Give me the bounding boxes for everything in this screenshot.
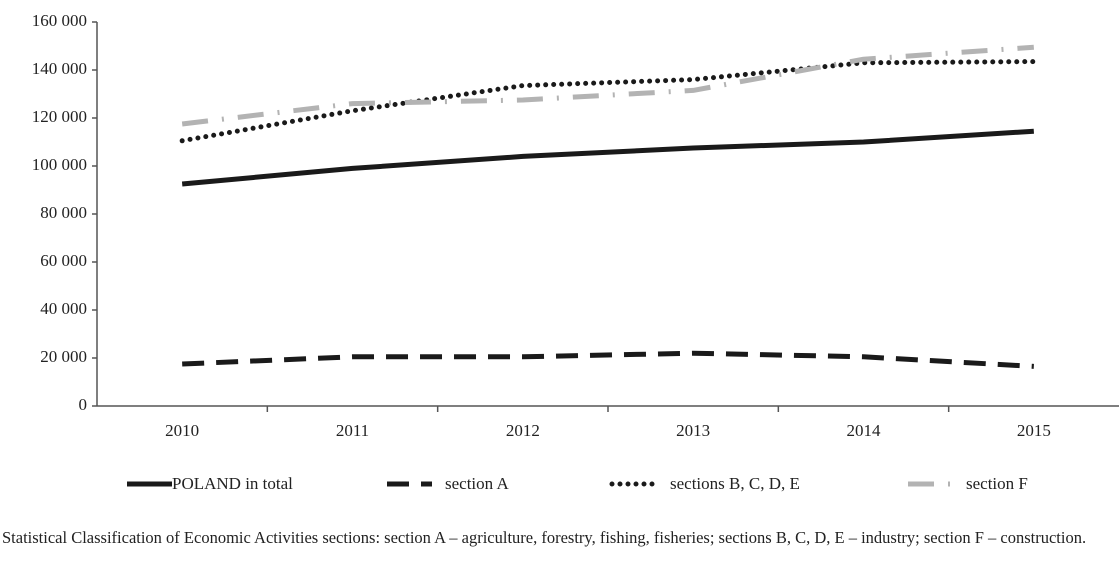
legend-label: section A [445,474,509,493]
x-tick-label: 2010 [165,421,199,440]
y-tick-label: 80 000 [40,203,87,222]
x-tick-label: 2013 [676,421,710,440]
series-line [179,59,1037,144]
y-tick-label: 60 000 [40,251,87,270]
x-tick-label: 2011 [336,421,369,440]
series-line [182,350,1034,369]
chart: 0 20 000 40 000 60 000 80 000 100 000 120 000 1… [32,11,1119,493]
y-tick-label: 120 000 [32,107,87,126]
y-tick-label: 40 000 [40,299,87,318]
y-tick-label: 100 000 [32,155,87,174]
y-tick-label: 160 000 [32,11,87,30]
legend-label: POLAND in total [172,474,293,493]
y-tick-label: 0 [79,395,88,414]
x-tick-label: 2014 [847,421,882,440]
x-tick-label: 2012 [506,421,540,440]
series-line [181,128,1034,187]
series-line [181,44,1035,127]
y-tick-label: 20 000 [40,347,87,366]
legend-label: sections B, C, D, E [670,474,800,493]
y-tick-label: 140 000 [32,59,87,78]
x-tick-label: 2015 [1017,421,1051,440]
legend-label: section F [966,474,1028,493]
footnote: Statistical Classification of Economic A… [2,528,1087,547]
